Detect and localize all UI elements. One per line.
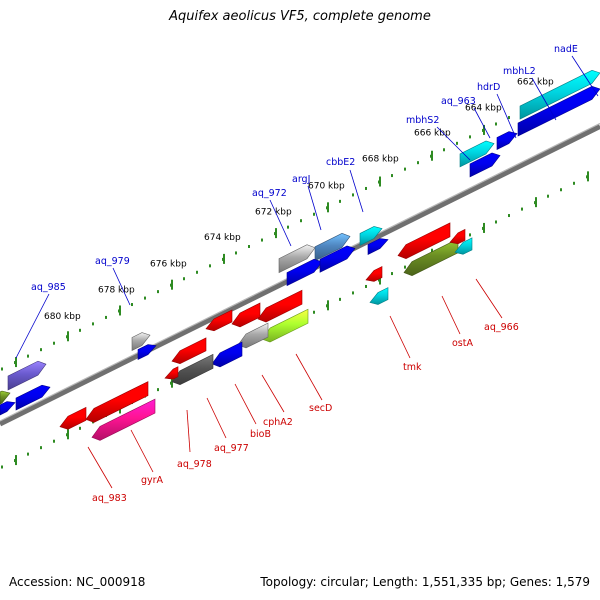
scale-label: 676 kbp — [150, 260, 187, 270]
label-leader — [496, 93, 517, 139]
scale-label: 674 kbp — [204, 233, 241, 243]
label-leader — [473, 107, 491, 139]
gene-label-tmk: tmk — [403, 362, 422, 373]
gene-aq-985-b — [15, 384, 51, 411]
label-leader — [269, 199, 292, 247]
scale-label: 672 kbp — [255, 208, 292, 218]
scale-label: 668 kbp — [362, 155, 399, 165]
gene-label-aq_972: aq_972 — [252, 188, 287, 199]
scale-label: 662 kbp — [517, 78, 554, 88]
gene-label-aq_977: aq_977 — [214, 443, 249, 454]
gene-aq-978 — [171, 353, 214, 386]
gene-argJ-b — [319, 245, 356, 273]
label-leader — [15, 293, 50, 359]
gene-label-cphA2: cphA2 — [263, 417, 293, 428]
map-title: Aquifex aeolicus VF5, complete genome — [169, 9, 431, 24]
gene-gyrA-red — [85, 381, 149, 423]
gene-bioB-red — [231, 302, 261, 328]
genome-stats-label: Topology: circular; Length: 1,551,335 bp… — [260, 575, 590, 589]
gene-cphA2 — [237, 322, 269, 349]
label-leader — [186, 409, 191, 453]
gene-aq-963 — [459, 140, 495, 168]
gene-hdrD — [496, 131, 518, 150]
scale-label: 666 kbp — [414, 129, 451, 139]
gene-aq-979 — [131, 332, 151, 352]
label-leader — [475, 278, 503, 319]
gene-label-aq_979: aq_979 — [95, 256, 130, 267]
scale-label: 670 kbp — [308, 181, 345, 191]
scale-label: 664 kbp — [465, 103, 502, 113]
scale-label: 678 kbp — [98, 285, 135, 295]
gene-aq-983 — [59, 406, 87, 430]
label-leader — [349, 169, 364, 213]
gene-label-aq_985: aq_985 — [31, 282, 66, 293]
label-leader — [295, 353, 323, 401]
gene-label-aq_983: aq_983 — [92, 493, 127, 504]
gene-mbhL2 — [519, 70, 600, 120]
scale-label: 680 kbp — [44, 312, 81, 322]
label-leader — [206, 397, 227, 439]
gene-aq-972 — [278, 244, 316, 274]
gene-label-aq_978: aq_978 — [177, 459, 212, 470]
gene-edge-left — [0, 390, 11, 405]
label-leader — [112, 267, 131, 306]
gene-label-bioB: bioB — [250, 429, 271, 440]
label-leader — [261, 374, 285, 413]
gene-aq-978-small — [164, 366, 179, 380]
gene-label-aq_963: aq_963 — [441, 96, 476, 107]
gene-aq-972-b — [286, 258, 323, 287]
gene-aq-977-red — [205, 309, 233, 332]
gene-label-mbhS2: mbhS2 — [406, 115, 439, 126]
label-leader — [436, 126, 471, 161]
gene-label-aq_966: aq_966 — [484, 322, 519, 333]
accession-label: Accession: NC_000918 — [9, 575, 146, 589]
label-leader — [234, 383, 257, 425]
gene-label-mbhL2: mbhL2 — [503, 66, 536, 77]
gene-label-hdrD: hdrD — [477, 82, 500, 93]
gene-label-gyrA: gyrA — [141, 475, 164, 486]
gene-aq-985 — [7, 360, 47, 391]
gene-label-argJ: argJ — [292, 174, 310, 185]
label-leader — [87, 446, 113, 489]
gene-mbhS2 — [469, 152, 501, 178]
label-leader — [130, 429, 154, 473]
gene-argJ — [314, 233, 351, 262]
gene-label-secD: secD — [309, 403, 332, 414]
gene-aq-979-b — [137, 344, 157, 361]
gene-gyrA — [91, 398, 156, 441]
gene-bioB — [211, 341, 243, 368]
gene-aq-966 — [454, 237, 473, 255]
gene-label-nadE: nadE — [554, 44, 578, 55]
gene-label-cbbE2: cbbE2 — [326, 157, 355, 168]
gene-block-forward — [517, 86, 600, 137]
gene-aq-978-red — [171, 337, 207, 365]
gene-aq-966-red — [449, 228, 466, 245]
label-leader — [389, 315, 411, 359]
gene-cbbE2-b — [367, 238, 389, 255]
label-leader — [441, 295, 461, 335]
gene-cbbE2 — [359, 226, 383, 246]
label-leader — [307, 185, 322, 231]
gene-edge-left-b — [0, 401, 16, 416]
label-leader — [531, 77, 557, 121]
label-leader — [571, 55, 599, 97]
gene-tmk-red — [365, 266, 383, 282]
gene-ostA-red — [397, 222, 451, 259]
gene-tmk — [369, 287, 389, 305]
gene-label-ostA: ostA — [452, 338, 473, 349]
